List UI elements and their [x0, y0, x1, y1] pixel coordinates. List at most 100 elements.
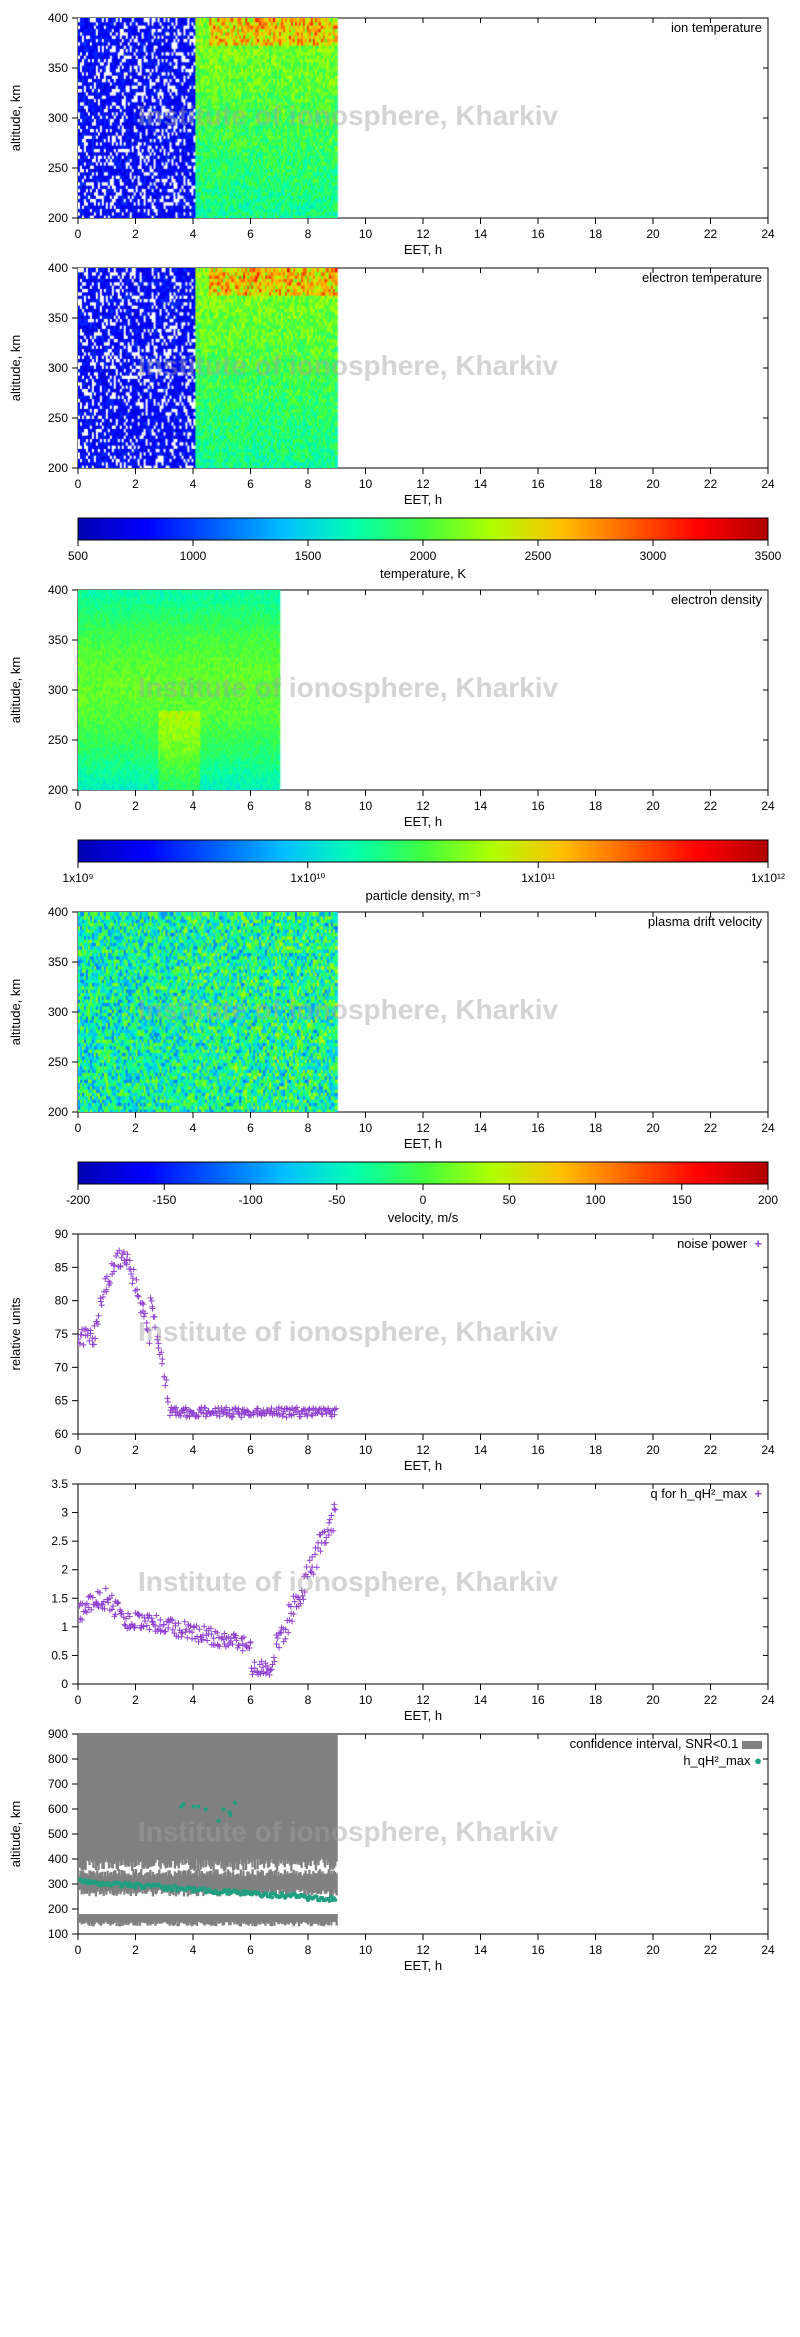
svg-text:8: 8 [305, 1443, 312, 1457]
svg-text:3500: 3500 [755, 549, 782, 563]
svg-text:24: 24 [761, 477, 775, 491]
svg-text:8: 8 [305, 1943, 312, 1957]
svg-text:350: 350 [48, 311, 68, 325]
svg-text:200: 200 [758, 1193, 778, 1207]
svg-text:400: 400 [48, 905, 68, 919]
svg-text:10: 10 [359, 1693, 373, 1707]
svg-text:60: 60 [55, 1427, 69, 1441]
svg-text:200: 200 [48, 783, 68, 797]
panel-confidence: 0246810121416182022241002003004005006007… [0, 1726, 800, 1976]
svg-text:3000: 3000 [640, 549, 667, 563]
svg-text:20: 20 [646, 1693, 660, 1707]
svg-text:300: 300 [48, 683, 68, 697]
svg-text:16: 16 [531, 1121, 545, 1135]
heatmap-canvas [78, 18, 768, 218]
svg-text:0: 0 [75, 799, 82, 813]
svg-text:24: 24 [761, 1443, 775, 1457]
svg-text:18: 18 [589, 1943, 603, 1957]
svg-text:0: 0 [75, 1121, 82, 1135]
svg-text:10: 10 [359, 477, 373, 491]
svg-text:250: 250 [48, 1055, 68, 1069]
svg-text:350: 350 [48, 61, 68, 75]
svg-text:65: 65 [55, 1394, 69, 1408]
svg-text:200: 200 [48, 461, 68, 475]
svg-text:-200: -200 [66, 1193, 90, 1207]
svg-text:2000: 2000 [410, 549, 437, 563]
svg-text:12: 12 [416, 477, 430, 491]
svg-text:300: 300 [48, 361, 68, 375]
svg-text:6: 6 [247, 799, 254, 813]
svg-text:85: 85 [55, 1260, 69, 1274]
svg-text:0: 0 [75, 1693, 82, 1707]
svg-text:1: 1 [61, 1620, 68, 1634]
svg-text:80: 80 [55, 1294, 69, 1308]
svg-text:24: 24 [761, 1943, 775, 1957]
svg-text:EET, h: EET, h [404, 1136, 442, 1151]
svg-text:350: 350 [48, 633, 68, 647]
svg-text:4: 4 [190, 1443, 197, 1457]
svg-text:altitude, km: altitude, km [8, 335, 23, 401]
svg-text:-150: -150 [152, 1193, 176, 1207]
svg-text:6: 6 [247, 1443, 254, 1457]
svg-text:10: 10 [359, 1943, 373, 1957]
panel-ion_temp: 024681012141618202224200250300350400EET,… [0, 10, 800, 260]
svg-text:300: 300 [48, 1005, 68, 1019]
svg-text:10: 10 [359, 1121, 373, 1135]
panel-qfactor: 02468101214161820222400.511.522.533.5EET… [0, 1476, 800, 1726]
svg-text:20: 20 [646, 1121, 660, 1135]
svg-text:18: 18 [589, 799, 603, 813]
legend-label: noise power + [677, 1236, 762, 1251]
svg-text:EET, h: EET, h [404, 1708, 442, 1723]
svg-text:12: 12 [416, 799, 430, 813]
svg-text:600: 600 [48, 1802, 68, 1816]
svg-text:altitude, km: altitude, km [8, 979, 23, 1045]
svg-text:0: 0 [75, 1443, 82, 1457]
svg-text:2: 2 [132, 477, 139, 491]
svg-text:particle density, m⁻³: particle density, m⁻³ [366, 888, 482, 903]
svg-text:16: 16 [531, 799, 545, 813]
svg-text:22: 22 [704, 799, 718, 813]
svg-text:3: 3 [61, 1506, 68, 1520]
svg-text:18: 18 [589, 227, 603, 241]
svg-text:50: 50 [503, 1193, 517, 1207]
svg-text:16: 16 [531, 1443, 545, 1457]
svg-text:300: 300 [48, 1877, 68, 1891]
svg-text:14: 14 [474, 1943, 488, 1957]
panel-drift: 024681012141618202224200250300350400EET,… [0, 904, 800, 1226]
svg-text:4: 4 [190, 227, 197, 241]
svg-text:10: 10 [359, 227, 373, 241]
svg-text:250: 250 [48, 733, 68, 747]
panel-title: ion temperature [671, 20, 762, 35]
svg-text:400: 400 [48, 11, 68, 25]
svg-text:75: 75 [55, 1327, 69, 1341]
svg-text:6: 6 [247, 1943, 254, 1957]
svg-text:10: 10 [359, 799, 373, 813]
svg-text:16: 16 [531, 477, 545, 491]
svg-text:22: 22 [704, 227, 718, 241]
svg-text:22: 22 [704, 1693, 718, 1707]
svg-text:22: 22 [704, 1943, 718, 1957]
svg-text:20: 20 [646, 477, 660, 491]
heatmap-canvas [78, 912, 768, 1112]
colorbar: 500100015002000250030003500temperature, … [0, 510, 800, 582]
colorbar: -200-150-100-50050100150200velocity, m/s [0, 1154, 800, 1226]
svg-text:20: 20 [646, 227, 660, 241]
svg-text:2: 2 [132, 1443, 139, 1457]
svg-text:200: 200 [48, 1105, 68, 1119]
panel-title: electron temperature [642, 270, 762, 285]
svg-text:18: 18 [589, 1443, 603, 1457]
svg-text:4: 4 [190, 1121, 197, 1135]
svg-text:200: 200 [48, 211, 68, 225]
svg-text:200: 200 [48, 1902, 68, 1916]
svg-text:24: 24 [761, 227, 775, 241]
svg-text:EET, h: EET, h [404, 1958, 442, 1973]
svg-text:1x10¹²: 1x10¹² [751, 871, 785, 885]
svg-text:14: 14 [474, 477, 488, 491]
svg-text:1.5: 1.5 [51, 1591, 68, 1605]
svg-text:0.5: 0.5 [51, 1648, 68, 1662]
svg-text:12: 12 [416, 1121, 430, 1135]
svg-text:22: 22 [704, 1443, 718, 1457]
svg-text:0: 0 [75, 227, 82, 241]
svg-text:20: 20 [646, 1443, 660, 1457]
svg-text:8: 8 [305, 227, 312, 241]
